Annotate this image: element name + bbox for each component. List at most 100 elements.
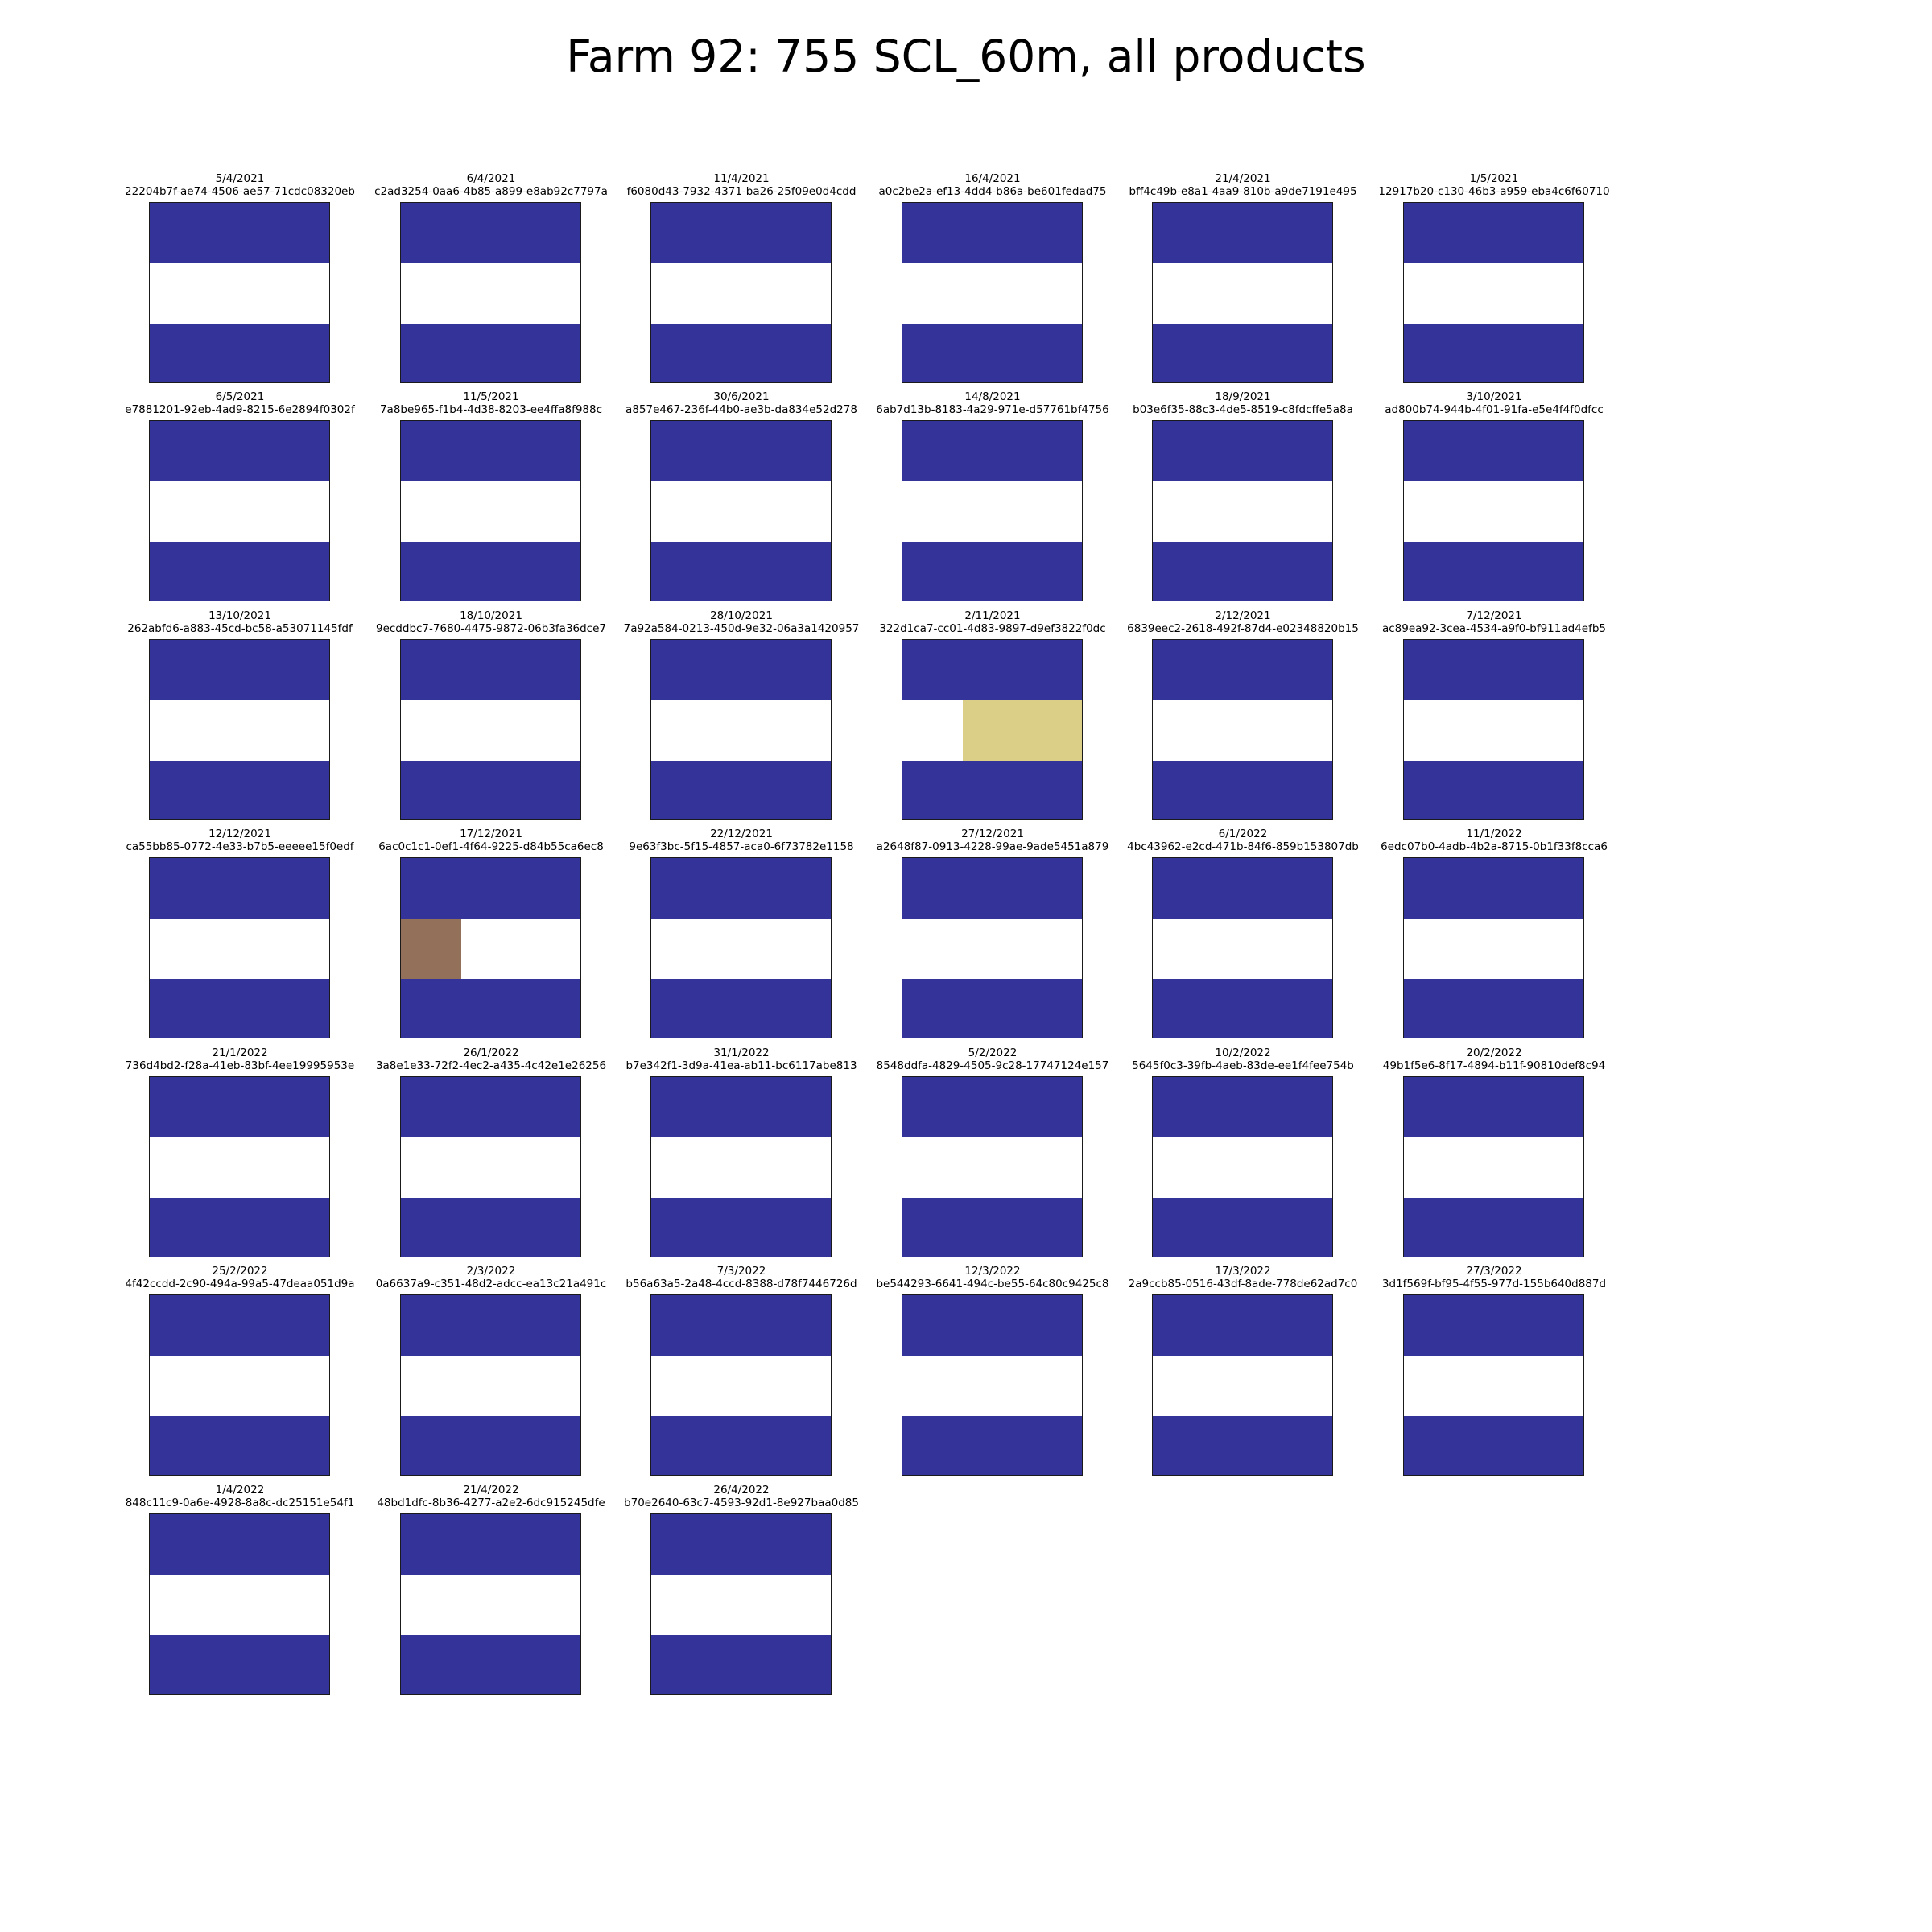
panel-title: 17/3/2022 2a9ccb85-0516-43df-8ade-778de62… (1114, 1265, 1372, 1290)
panel-product-id: 7a8be965-f1b4-4d38-8203-ee4ffa8f988c (379, 403, 603, 416)
scl-cell-water (1464, 640, 1525, 701)
scl-cell-water (401, 640, 462, 701)
scl-cell-water (1464, 1416, 1525, 1475)
scl-tile (400, 1513, 581, 1695)
scl-panel: 31/1/2022 b7e342f1-3d9a-41ea-ab11-bc6117a… (613, 1046, 870, 1335)
panel-date: 12/3/2022 (964, 1265, 1021, 1278)
panel-title: 6/1/2022 4bc43962-e2cd-471b-84f6-859b1538… (1114, 828, 1372, 853)
scl-cell-water (522, 324, 580, 382)
panel-product-id: be544293-6641-494c-be55-64c80c9425c8 (876, 1278, 1109, 1290)
scl-cell-water (461, 1514, 522, 1575)
scl-cell-water (1213, 542, 1274, 601)
scl-cell-unclassified (1213, 919, 1274, 980)
scl-cell-water (210, 1416, 271, 1475)
panel-title: 14/8/2021 6ab7d13b-8183-4a29-971e-d57761b… (864, 390, 1121, 416)
scl-cell-water (712, 761, 773, 819)
scl-cell-water (210, 1295, 271, 1356)
panel-title: 2/3/2022 0a6637a9-c351-48d2-adcc-ea13c21a… (362, 1265, 620, 1290)
scl-panel: 18/10/2021 9ecddbc7-7680-4475-9872-06b3fa… (362, 609, 620, 898)
panel-date: 2/12/2021 (1215, 609, 1271, 622)
panel-title: 10/2/2022 5645f0c3-39fb-4aeb-83de-ee1f4fe… (1114, 1046, 1372, 1072)
panel-product-id: ca55bb85-0772-4e33-b7b5-eeeee15f0edf (126, 840, 354, 853)
scl-cell-unclassified (401, 263, 462, 324)
scl-panel: 26/4/2022 b70e2640-63c7-4593-92d1-8e927ba… (613, 1484, 870, 1772)
panel-date: 30/6/2021 (713, 390, 770, 403)
scl-cell-water (401, 1514, 462, 1575)
scl-cell-water (712, 1635, 773, 1694)
panel-product-id: 4f42ccdd-2c90-494a-99a5-47deaa051d9a (125, 1278, 355, 1290)
scl-cell-unclassified (651, 1137, 712, 1199)
scl-panel: 21/1/2022 736d4bd2-f28a-41eb-83bf-4ee1999… (111, 1046, 369, 1335)
scl-tile (149, 857, 330, 1038)
scl-cell-unclassified (150, 1137, 211, 1199)
scl-cell-unclassified (150, 1575, 211, 1636)
scl-panel: 2/3/2022 0a6637a9-c351-48d2-adcc-ea13c21a… (362, 1265, 620, 1553)
scl-cell-water (1274, 203, 1332, 264)
scl-tile (1403, 639, 1584, 820)
scl-cell-unclassified (522, 263, 580, 324)
scl-cell-water (1023, 421, 1082, 482)
scl-cell-unclassified (1404, 700, 1465, 762)
scl-cell-unclassified (210, 700, 271, 762)
scl-cell-water (210, 761, 271, 819)
panel-title: 5/2/2022 8548ddfa-4829-4505-9c28-17747124… (864, 1046, 1121, 1072)
scl-cell-water (772, 542, 831, 601)
scl-cell-water (1525, 1077, 1583, 1138)
panel-title: 18/9/2021 b03e6f35-88c3-4de5-8519-c8fdcff… (1114, 390, 1372, 416)
scl-cell-water (270, 324, 329, 382)
scl-cell-water (1464, 203, 1525, 264)
scl-cell-unclassified (1213, 700, 1274, 762)
scl-cell-water (1213, 421, 1274, 482)
scl-cell-water (1023, 542, 1082, 601)
scl-cell-water (712, 1416, 773, 1475)
scl-cell-water (1274, 640, 1332, 701)
scl-cell-unclassified (1023, 1137, 1082, 1199)
scl-cell-water (1404, 1416, 1465, 1475)
scl-cell-unclassified (963, 481, 1024, 543)
scl-cell-water (963, 1077, 1024, 1138)
scl-cell-unclassified (1213, 1356, 1274, 1417)
scl-cell-unclassified (772, 919, 831, 980)
panel-title: 21/4/2022 48bd1dfc-8b36-4277-a2e2-6dc9152… (362, 1484, 620, 1509)
scl-cell-water (1023, 1416, 1082, 1475)
scl-panel: 28/10/2021 7a92a584-0213-450d-9e32-06a3a1… (613, 609, 870, 898)
panel-date: 22/12/2021 (710, 828, 773, 840)
panel-product-id: 9e63f3bc-5f15-4857-aca0-6f73782e1158 (629, 840, 854, 853)
scl-cell-water (270, 640, 329, 701)
scl-cell-water (270, 1077, 329, 1138)
scl-panel: 6/1/2022 4bc43962-e2cd-471b-84f6-859b1538… (1114, 828, 1372, 1116)
panel-date: 25/2/2022 (212, 1265, 268, 1278)
scl-cell-water (522, 542, 580, 601)
scl-cell-water (401, 324, 462, 382)
panel-title: 13/10/2021 262abfd6-a883-45cd-bc58-a53071… (111, 609, 369, 635)
scl-cell-water (401, 203, 462, 264)
scl-cell-water (1274, 421, 1332, 482)
scl-cell-water (1464, 761, 1525, 819)
panel-title: 27/12/2021 a2648f87-0913-4228-99ae-9ade54… (864, 828, 1121, 853)
scl-cell-water (963, 640, 1024, 701)
scl-panel: 17/3/2022 2a9ccb85-0516-43df-8ade-778de62… (1114, 1265, 1372, 1553)
scl-cell-water (210, 1198, 271, 1257)
scl-cell-water (150, 324, 211, 382)
scl-cell-water (963, 761, 1024, 819)
panel-date: 18/10/2021 (460, 609, 522, 622)
scl-tile (650, 857, 832, 1038)
scl-tile (1403, 202, 1584, 383)
scl-cell-water (712, 324, 773, 382)
scl-tile (400, 1076, 581, 1257)
scl-cell-water (1464, 1077, 1525, 1138)
scl-cell-unclassified (270, 263, 329, 324)
scl-cell-water (902, 1416, 964, 1475)
scl-cell-water (461, 203, 522, 264)
scl-cell-water (1023, 761, 1082, 819)
scl-panel: 12/3/2022 be544293-6641-494c-be55-64c80c9… (864, 1265, 1121, 1553)
panel-date: 21/4/2021 (1215, 172, 1271, 185)
scl-cell-water (522, 1635, 580, 1694)
scl-cell-water (1525, 1198, 1583, 1257)
scl-cell-water (772, 1514, 831, 1575)
scl-cell-water (270, 203, 329, 264)
scl-cell-water (712, 858, 773, 919)
scl-panel: 2/12/2021 6839eec2-2618-492f-87d4-e023488… (1114, 609, 1372, 898)
scl-panel: 2/11/2021 322d1ca7-cc01-4d83-9897-d9ef382… (864, 609, 1121, 898)
